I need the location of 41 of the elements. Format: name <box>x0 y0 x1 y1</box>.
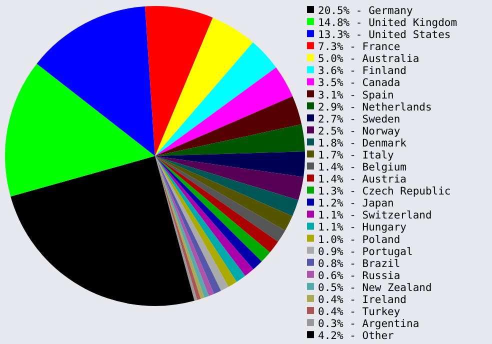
legend-label: 4.2% - Other <box>318 330 394 342</box>
legend-label: 2.7% - Sweden <box>318 113 400 126</box>
legend-label: 1.0% - Poland <box>318 234 400 246</box>
pie-slice <box>155 124 305 156</box>
pie-slice <box>155 156 286 242</box>
legend-label: 14.8% - United Kingdom <box>318 17 458 30</box>
legend-label: 3.6% - Finland <box>318 65 407 78</box>
legend-label: 20.5% - Germany <box>318 5 413 17</box>
pie-slice <box>155 156 292 231</box>
pie-slice <box>155 42 276 156</box>
pie-slice <box>155 151 305 178</box>
legend-label: 3.5% - Canada <box>318 77 400 90</box>
legend-label: 0.4% - Ireland <box>318 294 407 306</box>
pie-slice <box>155 156 304 200</box>
legend-label: 1.1% - Switzerland <box>318 210 432 222</box>
pie-slice <box>145 6 213 156</box>
legend-label: 2.5% - Norway <box>318 125 400 138</box>
legend-label: 3.1% - Spain <box>318 89 394 102</box>
pie-slice <box>5 64 155 197</box>
legend-label: 1.4% - Belgium <box>318 162 407 174</box>
pie-slice <box>36 6 155 156</box>
legend-label: 0.4% - Turkey <box>318 306 400 318</box>
pie-slice <box>155 67 293 156</box>
pie-slice <box>155 156 298 216</box>
pie-slice <box>155 18 253 156</box>
legend-label: 5.0% - Australia <box>318 53 420 66</box>
legend-label: 7.3% - France <box>318 41 400 54</box>
legend-label: 1.7% - Italy <box>318 149 394 162</box>
legend-label: 13.3% - United States <box>318 29 451 42</box>
legend-label: 0.3% - Argentina <box>318 318 420 330</box>
legend-label: 0.9% - Portugal <box>318 246 413 258</box>
legend-label: 1.2% - Japan <box>318 198 394 210</box>
legend-label: 0.5% - New Zealand <box>318 282 432 294</box>
legend-label: 0.8% - Brazil <box>318 258 400 270</box>
legend-label: 1.3% - Czech Republic <box>318 186 451 198</box>
legend-label: 1.8% - Denmark <box>318 137 408 150</box>
legend-label: 0.6% - Russia <box>318 270 400 282</box>
pie-slice <box>155 96 302 156</box>
legend-label: 1.4% - Austria <box>318 174 407 186</box>
legend-label: 1.1% - Hungary <box>318 222 407 234</box>
legend-label: 2.9% - Netherlands <box>318 101 432 114</box>
